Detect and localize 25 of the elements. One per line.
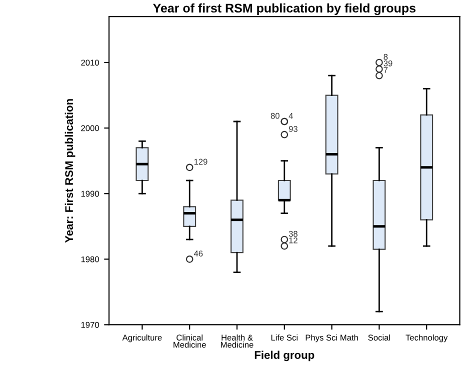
annotation: 129 [194,158,208,165]
y-axis-title: Year: First RSM publication [64,99,76,243]
annotation: 12 [289,237,298,244]
x-tick-label: Clinical Medicine [174,334,206,348]
y-tick-label: 2000 [81,125,99,132]
y-tick-label: 2010 [81,60,99,66]
x-tick-label: Health & Medicine [221,334,254,348]
x-tick-label: Phys Sci Math [306,334,358,342]
annotation: 38 [288,230,298,237]
y-tick-label: 1970 [81,322,99,328]
x-tick-label: Social [368,334,390,341]
x-axis-title: Field group [254,350,314,362]
x-tick-label: Agriculture [122,334,162,342]
y-tick-label: 1990 [81,190,99,197]
annotation: 7 [384,67,388,73]
annotation: 8 [384,54,388,60]
annotation: 4 [288,112,293,119]
annotation: 46 [194,250,203,256]
chart-title: Year of first RSM publication by field groups [153,3,416,16]
y-tick-label: 1980 [81,256,99,262]
annotation: 39 [384,60,392,66]
x-tick-label: Life Sci [271,334,298,341]
annotation: 80 [270,112,280,119]
x-tick-label: Technology [406,334,448,342]
annotation: 93 [288,126,298,132]
